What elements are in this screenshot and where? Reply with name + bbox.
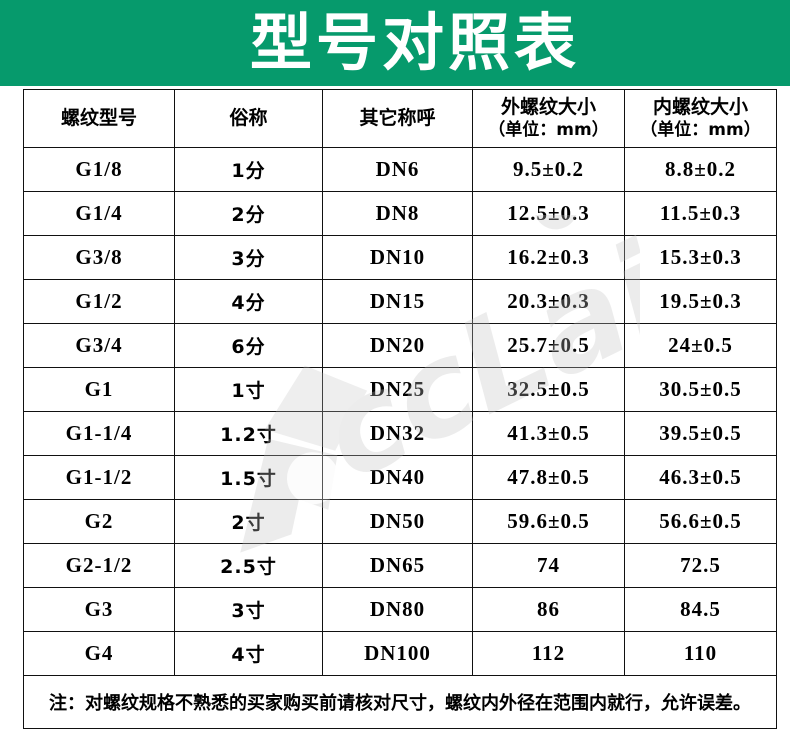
header-line-1: 螺纹型号 <box>60 106 137 129</box>
cell-other-name: DN80 <box>322 587 473 632</box>
cell-thread-model: G1-1/4 <box>23 411 175 456</box>
table-row: G1/2 4分 DN15 20.3±0.3 19.5±0.3 <box>23 279 777 324</box>
cell-common-name: 6分 <box>174 323 323 368</box>
table-row: G3/4 6分 DN20 25.7±0.5 24±0.5 <box>23 323 777 368</box>
cell-outer-size: 74 <box>472 543 625 588</box>
cell-other-name: DN32 <box>322 411 473 456</box>
cell-common-name: 1.5寸 <box>174 455 323 500</box>
cell-other-name: DN10 <box>322 235 473 280</box>
page-title: 型号对照表 <box>249 6 580 79</box>
table-row: G3/8 3分 DN10 16.2±0.3 15.3±0.3 <box>23 235 777 280</box>
spec-table-container: 螺纹型号 俗称 其它称呼 外螺纹大小 （单位：mm） 内螺纹大小 （单位：mm） <box>23 89 777 729</box>
cell-common-name: 3寸 <box>174 587 323 632</box>
cell-other-name: DN15 <box>322 279 473 324</box>
table-row: G1/8 1分 DN6 9.5±0.2 8.8±0.2 <box>23 147 777 192</box>
cell-inner-size: 84.5 <box>624 587 777 632</box>
cell-thread-model: G1/2 <box>23 279 175 324</box>
table-row: G4 4寸 DN100 112 110 <box>23 631 777 676</box>
cell-thread-model: G1-1/2 <box>23 455 175 500</box>
cell-inner-size: 72.5 <box>624 543 777 588</box>
cell-common-name: 1.2寸 <box>174 411 323 456</box>
table-header: 螺纹型号 俗称 其它称呼 外螺纹大小 （单位：mm） 内螺纹大小 （单位：mm） <box>23 89 777 148</box>
cell-inner-size: 56.6±0.5 <box>624 499 777 544</box>
cell-thread-model: G2 <box>23 499 175 544</box>
cell-inner-size: 110 <box>624 631 777 676</box>
cell-other-name: DN6 <box>322 147 473 192</box>
table-row: G3 3寸 DN80 86 84.5 <box>23 587 777 632</box>
cell-outer-size: 9.5±0.2 <box>472 147 625 192</box>
cell-thread-model: G1/4 <box>23 191 175 236</box>
table-row: G1-1/4 1.2寸 DN32 41.3±0.5 39.5±0.5 <box>23 411 777 456</box>
header-line-2: （单位：mm） <box>640 119 761 140</box>
cell-outer-size: 86 <box>472 587 625 632</box>
cell-outer-size: 59.6±0.5 <box>472 499 625 544</box>
cell-other-name: DN100 <box>322 631 473 676</box>
header-line-1: 外螺纹大小 <box>500 96 596 118</box>
cell-outer-size: 32.5±0.5 <box>472 367 625 412</box>
cell-thread-model: G3/8 <box>23 235 175 280</box>
cell-thread-model: G3 <box>23 587 175 632</box>
cell-other-name: DN40 <box>322 455 473 500</box>
header-row: 螺纹型号 俗称 其它称呼 外螺纹大小 （单位：mm） 内螺纹大小 （单位：mm） <box>23 89 777 148</box>
column-header-inner-thread-size: 内螺纹大小 （单位：mm） <box>624 89 777 148</box>
cell-common-name: 4寸 <box>174 631 323 676</box>
table-row: G1-1/2 1.5寸 DN40 47.8±0.5 46.3±0.5 <box>23 455 777 500</box>
column-header-other-name: 其它称呼 <box>322 89 473 148</box>
cell-outer-size: 112 <box>472 631 625 676</box>
table-row: G1/4 2分 DN8 12.5±0.3 11.5±0.3 <box>23 191 777 236</box>
cell-thread-model: G1/8 <box>23 147 175 192</box>
cell-thread-model: G4 <box>23 631 175 676</box>
cell-common-name: 1分 <box>174 147 323 192</box>
cell-thread-model: G2-1/2 <box>23 543 175 588</box>
header-line-2: （单位：mm） <box>488 119 609 140</box>
table-footer: 注：对螺纹规格不熟悉的买家购买前请核对尺寸，螺纹内外径在范围内就行，允许误差。 <box>23 675 777 729</box>
cell-inner-size: 39.5±0.5 <box>624 411 777 456</box>
cell-other-name: DN8 <box>322 191 473 236</box>
header-line-1: 其它称呼 <box>359 106 436 129</box>
cell-other-name: DN20 <box>322 323 473 368</box>
cell-outer-size: 47.8±0.5 <box>472 455 625 500</box>
cell-outer-size: 20.3±0.3 <box>472 279 625 324</box>
cell-thread-model: G3/4 <box>23 323 175 368</box>
cell-common-name: 4分 <box>174 279 323 324</box>
cell-inner-size: 24±0.5 <box>624 323 777 368</box>
cell-inner-size: 8.8±0.2 <box>624 147 777 192</box>
cell-thread-model: G1 <box>23 367 175 412</box>
cell-common-name: 3分 <box>174 235 323 280</box>
cell-common-name: 2寸 <box>174 499 323 544</box>
cell-inner-size: 46.3±0.5 <box>624 455 777 500</box>
cell-inner-size: 30.5±0.5 <box>624 367 777 412</box>
cell-common-name: 2分 <box>174 191 323 236</box>
header-line-1: 内螺纹大小 <box>652 96 748 118</box>
title-banner: 型号对照表 <box>0 0 790 86</box>
cell-outer-size: 12.5±0.3 <box>472 191 625 236</box>
table-row: G1 1寸 DN25 32.5±0.5 30.5±0.5 <box>23 367 777 412</box>
column-header-thread-model: 螺纹型号 <box>23 89 175 148</box>
cell-other-name: DN50 <box>322 499 473 544</box>
header-line-1: 俗称 <box>229 106 268 129</box>
cell-other-name: DN65 <box>322 543 473 588</box>
cell-inner-size: 11.5±0.3 <box>624 191 777 236</box>
cell-other-name: DN25 <box>322 367 473 412</box>
column-header-common-name: 俗称 <box>174 89 323 148</box>
table-row: G2 2寸 DN50 59.6±0.5 56.6±0.5 <box>23 499 777 544</box>
table-note: 注：对螺纹规格不熟悉的买家购买前请核对尺寸，螺纹内外径在范围内就行，允许误差。 <box>23 675 777 729</box>
table-row: G2-1/2 2.5寸 DN65 74 72.5 <box>23 543 777 588</box>
cell-outer-size: 25.7±0.5 <box>472 323 625 368</box>
cell-outer-size: 16.2±0.3 <box>472 235 625 280</box>
cell-inner-size: 15.3±0.3 <box>624 235 777 280</box>
cell-outer-size: 41.3±0.5 <box>472 411 625 456</box>
table-body: G1/8 1分 DN6 9.5±0.2 8.8±0.2 G1/4 2分 DN8 … <box>23 147 777 676</box>
thread-spec-table: 螺纹型号 俗称 其它称呼 外螺纹大小 （单位：mm） 内螺纹大小 （单位：mm） <box>23 89 777 729</box>
cell-common-name: 2.5寸 <box>174 543 323 588</box>
note-row: 注：对螺纹规格不熟悉的买家购买前请核对尺寸，螺纹内外径在范围内就行，允许误差。 <box>23 675 777 729</box>
column-header-outer-thread-size: 外螺纹大小 （单位：mm） <box>472 89 625 148</box>
cell-inner-size: 19.5±0.3 <box>624 279 777 324</box>
cell-common-name: 1寸 <box>174 367 323 412</box>
